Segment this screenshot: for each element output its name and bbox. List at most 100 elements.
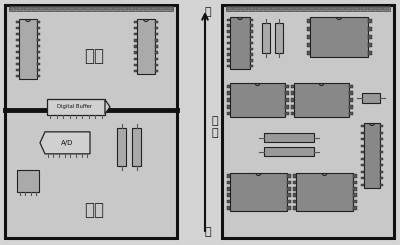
Bar — [132, 128, 141, 166]
Bar — [364, 123, 380, 188]
Bar — [250, 42, 253, 44]
Bar — [362, 93, 380, 103]
Bar — [349, 85, 352, 88]
Bar — [250, 19, 253, 21]
Bar — [17, 7, 24, 10]
Bar — [155, 45, 158, 48]
Bar — [155, 64, 158, 66]
Bar — [10, 7, 16, 10]
Bar — [380, 132, 383, 134]
Bar — [292, 187, 296, 191]
Bar — [279, 7, 285, 10]
Bar — [37, 33, 40, 35]
Bar — [155, 70, 158, 72]
Bar — [226, 200, 230, 203]
Bar — [47, 7, 53, 10]
Bar — [368, 35, 372, 39]
Bar — [16, 27, 19, 29]
Bar — [227, 42, 230, 44]
Bar — [134, 27, 137, 29]
Bar — [134, 70, 137, 72]
Bar — [226, 6, 390, 11]
Bar — [226, 105, 230, 109]
Bar — [242, 7, 248, 10]
Bar — [287, 174, 290, 178]
Bar — [37, 27, 40, 29]
Bar — [16, 21, 19, 23]
Bar — [361, 158, 364, 160]
Bar — [361, 7, 367, 10]
Bar — [292, 181, 296, 184]
Bar — [226, 7, 233, 10]
Bar — [292, 206, 296, 209]
Bar — [256, 7, 263, 10]
Text: 数字: 数字 — [84, 47, 104, 65]
Bar — [37, 75, 40, 77]
Bar — [137, 19, 155, 74]
Bar — [264, 7, 270, 10]
Bar — [287, 200, 290, 203]
Bar — [134, 21, 137, 23]
Bar — [5, 5, 177, 238]
Bar — [361, 171, 364, 173]
Bar — [380, 158, 383, 160]
Bar — [155, 33, 158, 36]
Bar — [76, 7, 83, 10]
Bar — [155, 51, 158, 54]
Bar — [227, 65, 230, 67]
Bar — [62, 7, 68, 10]
Bar — [227, 36, 230, 38]
Bar — [287, 181, 290, 184]
Bar — [380, 164, 383, 166]
Polygon shape — [40, 132, 90, 154]
Bar — [380, 145, 383, 147]
Polygon shape — [105, 100, 110, 114]
Bar — [286, 7, 292, 10]
Bar — [290, 112, 294, 115]
Bar — [353, 206, 356, 209]
Bar — [227, 30, 230, 33]
Bar — [19, 19, 37, 79]
Bar — [226, 193, 230, 197]
Bar — [226, 98, 230, 102]
Bar — [226, 181, 230, 184]
Bar — [69, 7, 76, 10]
Bar — [106, 7, 113, 10]
Bar — [306, 19, 310, 23]
Bar — [306, 35, 310, 39]
Bar — [24, 7, 31, 10]
Bar — [368, 51, 372, 55]
Bar — [92, 7, 98, 10]
Text: 频: 频 — [212, 117, 218, 126]
Bar — [296, 173, 353, 211]
Bar — [353, 193, 356, 197]
Bar — [380, 138, 383, 140]
Bar — [250, 48, 253, 50]
Bar — [361, 138, 364, 140]
Bar — [285, 105, 288, 109]
Bar — [380, 151, 383, 153]
Bar — [353, 200, 356, 203]
Bar — [324, 7, 330, 10]
Bar — [285, 112, 288, 115]
Bar — [151, 7, 158, 10]
Bar — [16, 63, 19, 65]
Bar — [16, 69, 19, 71]
Bar — [368, 7, 374, 10]
Bar — [39, 7, 46, 10]
Bar — [9, 6, 173, 11]
Bar — [226, 91, 230, 95]
Text: 率: 率 — [212, 128, 218, 138]
Bar — [308, 7, 315, 10]
Bar — [136, 7, 143, 10]
Bar — [349, 105, 352, 109]
Bar — [353, 174, 356, 178]
Bar — [155, 27, 158, 29]
Bar — [230, 173, 287, 211]
Bar — [353, 181, 356, 184]
Bar — [275, 23, 283, 53]
Bar — [47, 99, 105, 115]
Bar — [250, 36, 253, 38]
Bar — [37, 45, 40, 47]
Bar — [16, 45, 19, 47]
